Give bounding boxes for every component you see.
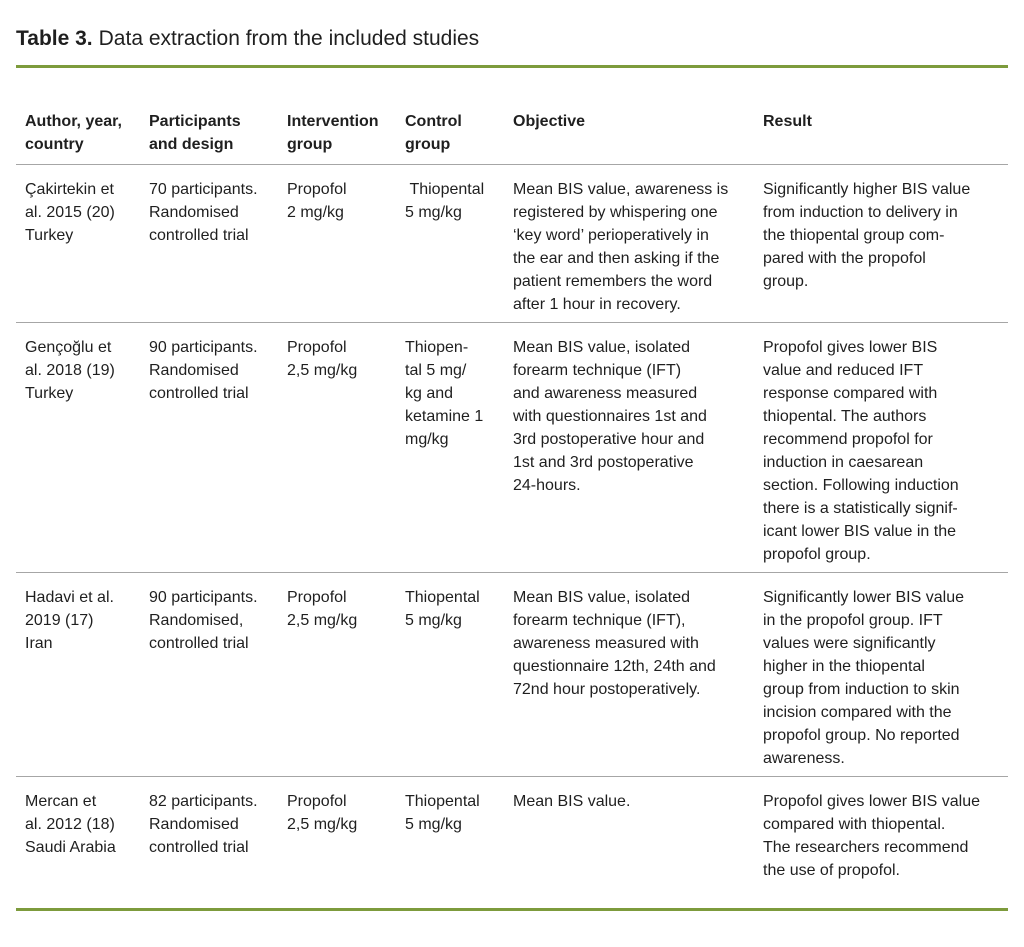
top-rule: [16, 65, 1008, 68]
cell-control: Thiopental 5 mg/kg: [405, 164, 513, 323]
cell-intervention: Propofol 2 mg/kg: [287, 164, 405, 323]
cell-participants: 90 participants. Randomised controlled t…: [149, 322, 287, 573]
col-header-control: Control group: [405, 110, 513, 165]
cell-author: Mercan et al. 2012 (18) Saudi Arabia: [25, 793, 116, 856]
header-row: Author, year, country Participants and d…: [16, 110, 1008, 165]
cell-control: Thiopen- tal 5 mg/ kg and ketamine 1 mg/…: [405, 322, 513, 573]
cell-intervention: Propofol 2,5 mg/kg: [287, 572, 405, 777]
cell-objective: Mean BIS value, isolated forearm techniq…: [513, 322, 763, 573]
cell-result: Propofol gives lower BIS value compared …: [763, 793, 980, 879]
cell-objective: Mean BIS value.: [513, 793, 631, 810]
cell-objective: Mean BIS value, awareness is registered …: [513, 164, 763, 323]
cell-result: Propofol gives lower BIS value and reduc…: [763, 322, 1008, 573]
table-caption: Table 3. Data extraction from the include…: [16, 26, 1008, 52]
cell-intervention: Propofol 2,5 mg/kg: [287, 793, 358, 833]
cell-objective: Mean BIS value, isolated forearm techniq…: [513, 572, 763, 777]
cell-intervention: Propofol 2,5 mg/kg: [287, 322, 405, 573]
cell-control: Thiopental 5 mg/kg: [405, 793, 480, 833]
cell-participants: 82 participants. Randomised controlled t…: [149, 793, 258, 856]
col-header-participants: Participants and design: [149, 110, 287, 165]
cell-result: Significantly lower BIS value in the pro…: [763, 572, 1008, 777]
row-gencoglu-2018: Gençoğlu et al. 2018 (19) Turkey 90 part…: [16, 322, 1008, 573]
bottom-rule: [16, 908, 1008, 911]
col-header-intervention: Intervention group: [287, 110, 405, 165]
cell-participants: 70 participants. Randomised controlled t…: [149, 164, 287, 323]
cell-author: Hadavi et al. 2019 (17) Iran: [16, 572, 149, 777]
col-header-author: Author, year, country: [16, 110, 149, 165]
page: Table 3. Data extraction from the include…: [16, 26, 1008, 911]
row-mercan-2012: Mercan et al. 2012 (18) Saudi Arabia 82 …: [16, 777, 1008, 909]
col-header-objective: Objective: [513, 110, 763, 165]
table-caption-text: Data extraction from the included studie…: [98, 27, 480, 50]
cell-author: Çakirtekin et al. 2015 (20) Turkey: [16, 164, 149, 323]
row-cakirtekin-2015: Çakirtekin et al. 2015 (20) Turkey 70 pa…: [16, 164, 1008, 323]
row-hadavi-2019: Hadavi et al. 2019 (17) Iran 90 particip…: [16, 572, 1008, 777]
cell-control: Thiopental 5 mg/kg: [405, 572, 513, 777]
cell-result: Significantly higher BIS value from indu…: [763, 164, 1008, 323]
cell-participants: 90 participants. Randomised, controlled …: [149, 572, 287, 777]
studies-table: Author, year, country Participants and d…: [16, 110, 1008, 908]
cell-author: Gençoğlu et al. 2018 (19) Turkey: [16, 322, 149, 573]
table-caption-label: Table 3.: [16, 27, 93, 50]
col-header-result: Result: [763, 110, 1008, 165]
